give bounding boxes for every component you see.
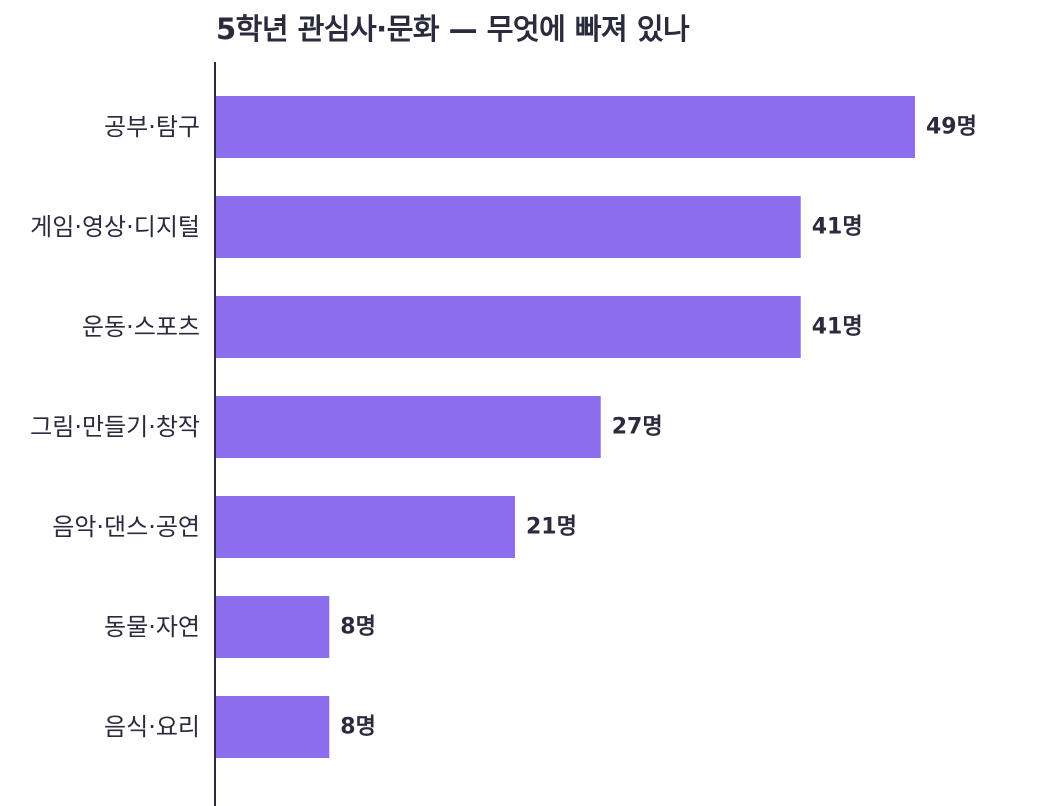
category-label: 그림·만들기·창작 (30, 413, 200, 441)
category-label: 음식·요리 (104, 713, 200, 741)
category-label: 운동·스포츠 (82, 313, 200, 341)
value-label: 41명 (812, 215, 863, 240)
value-label: 8명 (340, 615, 376, 640)
bar-5 (215, 496, 515, 558)
bar-3 (215, 296, 801, 358)
value-label: 41명 (812, 315, 863, 340)
value-label: 27명 (612, 415, 663, 440)
bar-6 (215, 596, 330, 658)
chart-title: 5학년 관심사·문화 — 무엇에 빠져 있나 (216, 12, 690, 46)
value-label: 21명 (526, 515, 577, 540)
bars-layer (215, 96, 915, 758)
bar-7 (215, 696, 330, 758)
value-labels: 49명 41명 41명 27명 21명 8명 8명 (340, 115, 977, 740)
bar-1 (215, 96, 915, 158)
category-label: 게임·영상·디지털 (30, 213, 200, 241)
value-label: 49명 (926, 115, 977, 140)
bar-2 (215, 196, 801, 258)
category-label: 음악·댄스·공연 (52, 513, 200, 541)
bar-4 (215, 396, 601, 458)
category-labels: 공부·탐구게임·영상·디지털운동·스포츠그림·만들기·창작음악·댄스·공연동물·… (30, 113, 200, 741)
category-label: 공부·탐구 (104, 113, 200, 141)
value-label: 8명 (340, 715, 376, 740)
category-label: 동물·자연 (104, 613, 200, 641)
